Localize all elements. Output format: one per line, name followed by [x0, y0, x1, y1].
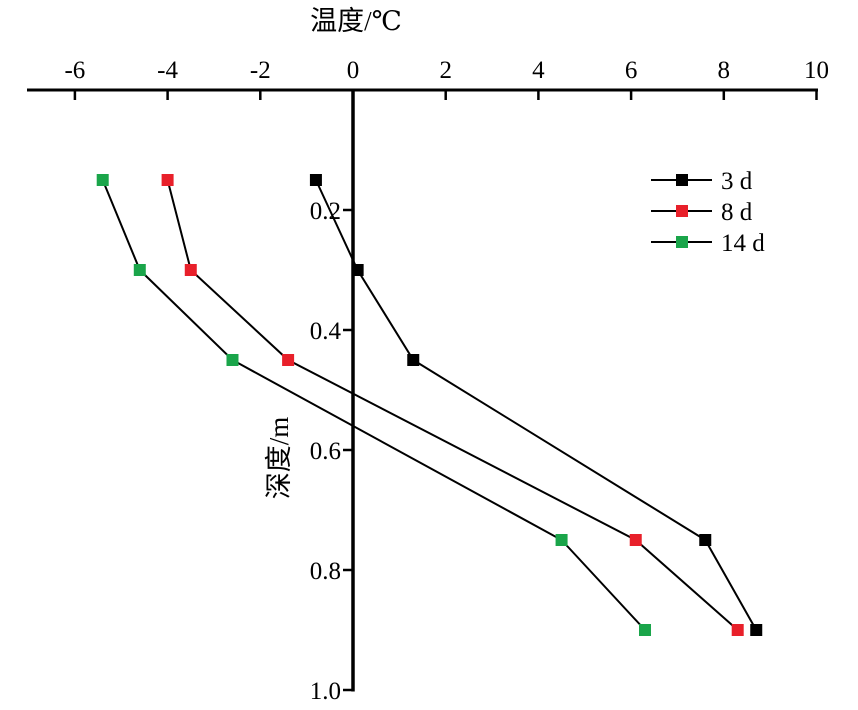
data-point — [309, 174, 322, 186]
legend-marker — [676, 236, 688, 248]
x-tick-label: -4 — [157, 57, 178, 84]
series-8d — [161, 174, 744, 636]
x-tick-label: 0 — [347, 57, 360, 84]
data-point — [407, 354, 420, 366]
legend-item: 14 d — [651, 230, 765, 257]
y-tick-label: 0.4 — [310, 318, 342, 345]
legend-label: 8 d — [721, 199, 753, 226]
data-point — [226, 354, 239, 366]
data-point — [96, 174, 109, 186]
data-point — [555, 534, 568, 546]
legend-marker — [676, 205, 688, 217]
x-tick-label: 4 — [532, 57, 545, 84]
data-point — [161, 174, 174, 186]
series-3d — [309, 174, 763, 636]
series-line — [166, 179, 739, 631]
data-point — [639, 624, 652, 636]
y-axis-title: 深度/m — [264, 417, 294, 500]
x-tick-label: 8 — [718, 57, 731, 84]
data-point — [282, 354, 295, 366]
x-tick-label: 6 — [625, 57, 638, 84]
x-tick-label: -2 — [250, 57, 271, 84]
series-layer — [96, 174, 763, 636]
legend-item: 8 d — [651, 199, 753, 226]
data-point — [699, 534, 712, 546]
legend-marker — [676, 174, 688, 186]
y-tick-label: 0.6 — [310, 438, 341, 465]
data-point — [629, 534, 642, 546]
series-14d — [96, 174, 652, 636]
x-tick-label: -6 — [64, 57, 85, 84]
axes: -6 -4 -2 0 2 4 6 8 100.20.40.60.81.0温度/℃深度/m — [27, 6, 829, 705]
data-point — [731, 624, 744, 636]
series-line — [314, 179, 758, 631]
data-point — [351, 264, 364, 276]
data-point — [133, 264, 146, 276]
x-axis-title: 温度/℃ — [310, 6, 402, 36]
legend-item: 3 d — [651, 168, 753, 195]
legend-label: 14 d — [721, 230, 765, 257]
y-tick-label: 0.8 — [310, 558, 341, 585]
data-point — [750, 624, 763, 636]
x-tick-label: 2 — [439, 57, 452, 84]
legend: 3 d 8 d 14 d — [651, 168, 765, 257]
data-point — [184, 264, 197, 276]
y-tick-label: 1.0 — [310, 678, 341, 705]
legend-label: 3 d — [721, 168, 753, 195]
x-tick-label: 10 — [804, 57, 829, 84]
